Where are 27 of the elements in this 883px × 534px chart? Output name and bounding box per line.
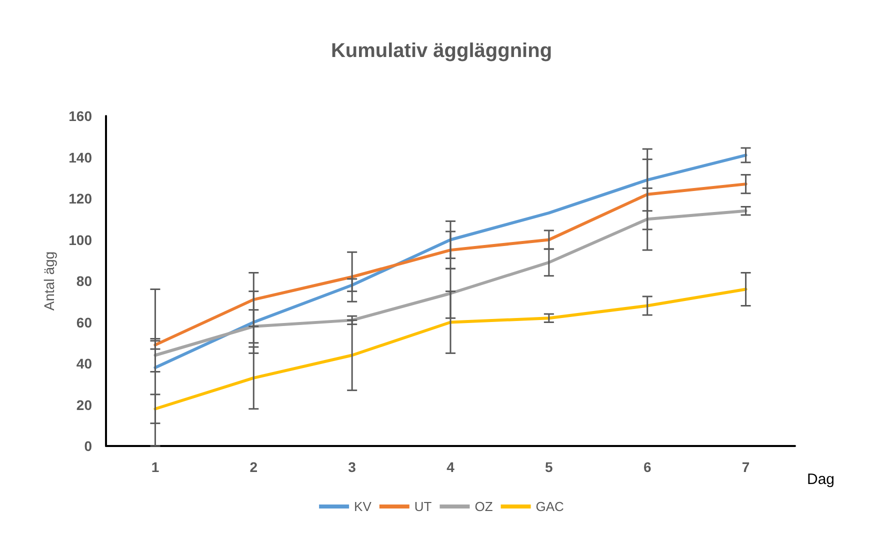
x-tick-label: 2 <box>250 459 258 475</box>
line-series <box>154 154 748 370</box>
y-tick-label: 140 <box>68 149 92 166</box>
x-tick-label: 4 <box>446 459 455 475</box>
x-tick-label: 6 <box>643 459 652 475</box>
x-tick-label: 7 <box>742 459 750 475</box>
chart-title: Kumulativ äggläggning <box>330 40 552 62</box>
y-tick-label: 40 <box>76 356 92 372</box>
legend-label: GAC <box>536 499 564 514</box>
y-tick-label: 80 <box>76 273 92 289</box>
x-tick-label: 3 <box>348 459 356 475</box>
legend-label: OZ <box>474 499 493 514</box>
x-tick-label: 1 <box>151 459 160 475</box>
line-series <box>154 182 748 346</box>
legend-label: KV <box>354 499 372 514</box>
x-axis-title: Dag <box>807 471 835 488</box>
y-tick-label: 100 <box>68 232 92 248</box>
y-axis-title: Antal ägg <box>41 251 57 311</box>
legend-label: UT <box>414 499 432 514</box>
y-tick-label: 0 <box>84 438 92 454</box>
line-series <box>154 288 748 410</box>
y-tick-label: 120 <box>68 190 92 206</box>
x-tick-label: 5 <box>545 459 554 475</box>
y-tick-label: 160 <box>68 108 92 124</box>
y-tick-label: 60 <box>76 314 92 330</box>
line-series <box>154 209 748 357</box>
y-tick-label: 20 <box>76 396 92 413</box>
